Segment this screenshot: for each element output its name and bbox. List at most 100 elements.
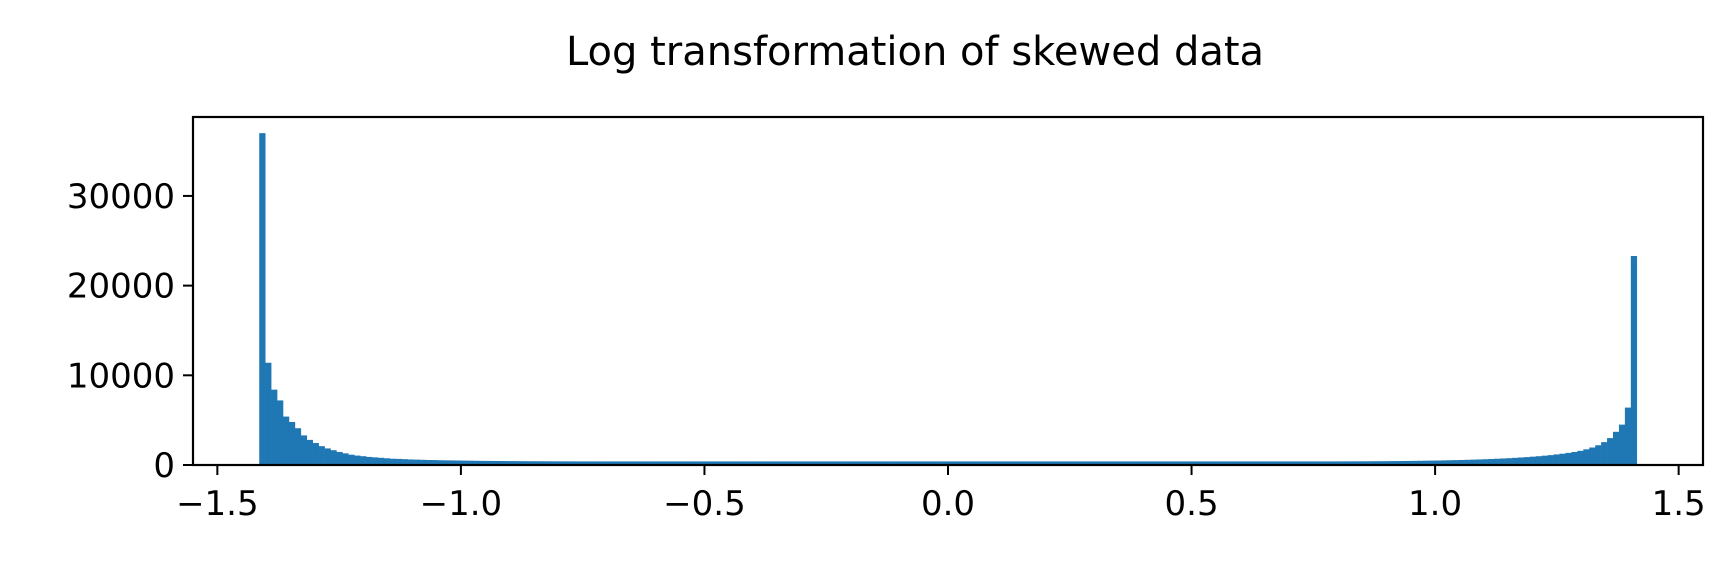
histogram-bar: [651, 461, 658, 465]
histogram-bar: [520, 461, 527, 465]
histogram-bar: [805, 461, 812, 465]
histogram-bar: [645, 461, 652, 465]
histogram-bar: [1506, 458, 1513, 465]
histogram-bar: [490, 460, 498, 465]
histogram-bar: [1233, 461, 1240, 465]
histogram-bar: [336, 451, 343, 465]
histogram-bar: [1298, 461, 1305, 465]
histogram-bar: [508, 461, 515, 465]
histogram-bar: [259, 133, 266, 465]
histogram-bar: [455, 460, 462, 465]
histogram-bar: [1470, 459, 1477, 465]
histogram-bar: [1529, 456, 1537, 465]
histogram-bar: [888, 461, 895, 465]
histogram-bar: [948, 461, 955, 465]
histogram-bar: [829, 461, 836, 465]
histogram-bar: [1428, 460, 1436, 465]
histogram-bar: [1553, 454, 1560, 465]
histogram-bar: [1440, 460, 1448, 465]
x-tick-label: 0.5: [1165, 484, 1219, 524]
histogram-bar: [686, 461, 693, 465]
x-tick-label: −1.5: [176, 484, 259, 524]
histogram-bar: [1446, 460, 1453, 465]
histogram-bar: [1268, 461, 1275, 465]
histogram-bar: [1221, 461, 1228, 465]
histogram-bar: [467, 460, 474, 465]
histogram-bar: [983, 461, 990, 465]
histogram-bar: [389, 458, 397, 465]
histogram-bar: [1381, 461, 1388, 465]
histogram-bar: [936, 461, 943, 465]
histogram-bar: [1345, 461, 1353, 465]
histogram-bar: [538, 461, 545, 465]
histogram-bar: [556, 461, 563, 465]
histogram-bar: [502, 461, 509, 465]
histogram-bar: [977, 461, 984, 465]
histogram-bar: [312, 443, 319, 465]
histogram-bar: [918, 461, 925, 465]
histogram-bar: [906, 461, 913, 465]
histogram-bar: [1583, 449, 1590, 465]
histogram-bar: [1274, 461, 1281, 465]
histogram-bar: [1571, 451, 1578, 465]
histogram-bar: [1001, 461, 1008, 465]
histogram-bar: [1476, 459, 1483, 465]
histogram-bar: [662, 461, 670, 465]
histogram-bar: [354, 455, 361, 465]
histogram-bar: [740, 461, 747, 465]
histogram-bar: [769, 461, 777, 465]
x-tick-label: 0.0: [921, 484, 975, 524]
histogram-bar: [1197, 461, 1204, 465]
histogram-bar: [484, 460, 492, 465]
histogram-bar: [1084, 461, 1091, 465]
histogram-bar: [1630, 256, 1638, 465]
histogram-bar: [1547, 455, 1554, 465]
histogram-bar: [1072, 461, 1079, 465]
histogram-bar: [496, 461, 503, 465]
histogram-bar: [722, 461, 729, 465]
histogram-bar: [1375, 461, 1382, 465]
histogram-bar: [1286, 461, 1293, 465]
x-tick-label: 1.0: [1408, 484, 1462, 524]
histogram-bar: [461, 460, 468, 465]
histogram-bar: [627, 461, 634, 465]
histogram-bar: [366, 456, 373, 465]
histogram-bar: [1601, 442, 1608, 465]
histogram-bar: [1179, 461, 1186, 465]
histogram-bar: [692, 461, 699, 465]
histogram-bar: [1595, 445, 1602, 465]
histogram-bar: [1369, 461, 1376, 465]
histogram-bar: [811, 461, 818, 465]
histogram-bar: [746, 461, 753, 465]
histogram-bar: [1541, 455, 1548, 465]
x-tick-label: 1.5: [1652, 484, 1706, 524]
histogram-bar: [1173, 461, 1180, 465]
histogram-bar: [1191, 461, 1198, 465]
histogram-bar: [1256, 461, 1263, 465]
histogram-bar: [1066, 461, 1073, 465]
x-tick-label: −0.5: [663, 484, 746, 524]
histogram-bar: [609, 461, 616, 465]
histogram-bar: [900, 461, 907, 465]
histogram-bar: [1417, 460, 1424, 465]
histogram-bar: [657, 461, 664, 465]
histogram-bar: [852, 461, 860, 465]
histogram-bar: [1351, 461, 1358, 465]
histogram-bar: [318, 446, 325, 465]
x-tick-label: −1.0: [420, 484, 503, 524]
histogram-bar: [674, 461, 682, 465]
histogram-bar: [294, 428, 302, 465]
histogram-bar: [1114, 461, 1121, 465]
histogram-bar: [342, 453, 349, 465]
y-tick-label: 20000: [67, 267, 175, 307]
histogram-bar: [752, 461, 759, 465]
histogram-bar: [1078, 461, 1085, 465]
histogram-bar: [288, 421, 296, 465]
histogram-bar: [372, 457, 379, 465]
histogram-bar: [1322, 461, 1329, 465]
histogram-bar: [449, 460, 456, 465]
histogram-bar: [1523, 457, 1531, 465]
histogram-bar: [864, 461, 872, 465]
x-axis: −1.5 −1.0 −0.5 0.0 0.5 1.0 1.5: [176, 465, 1706, 524]
histogram-bar: [1132, 461, 1139, 465]
